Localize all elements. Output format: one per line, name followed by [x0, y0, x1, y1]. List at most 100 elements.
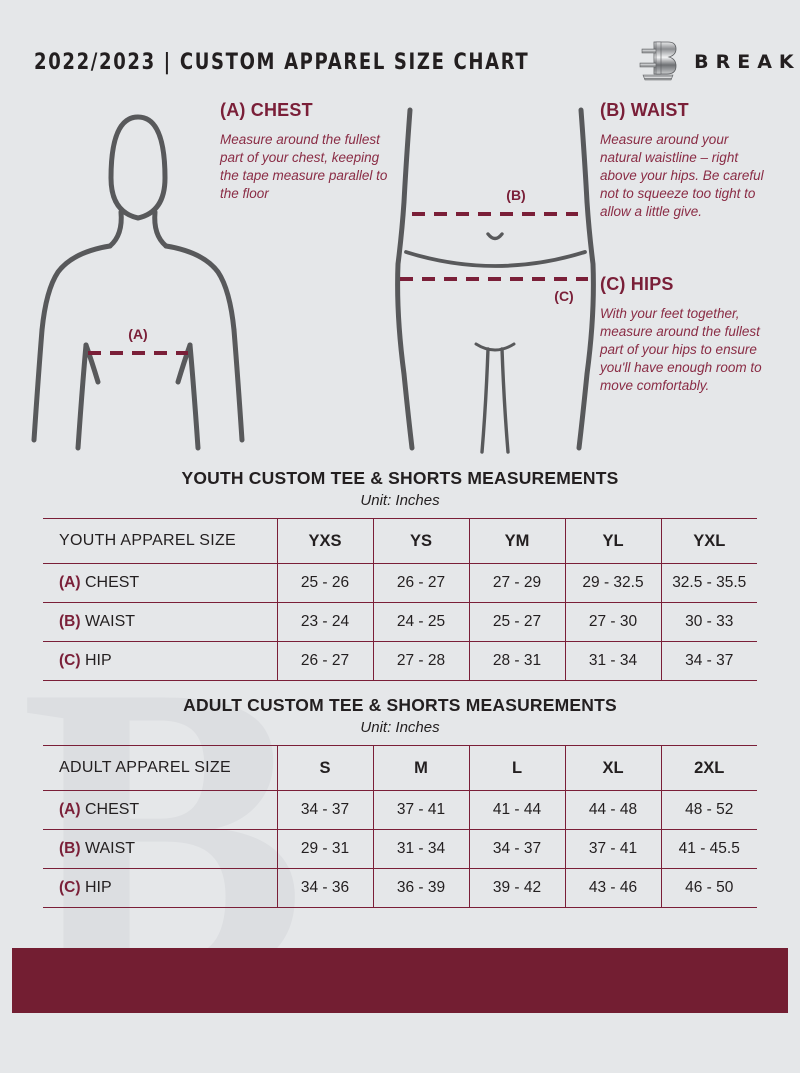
adult-row-label-chest: (A) CHEST	[43, 790, 277, 830]
row-tag: (B)	[59, 613, 81, 630]
row-tag: (C)	[59, 652, 81, 669]
callout-waist-body: Measure around your natural waistline – …	[600, 132, 764, 219]
table-cell: 29 - 32.5	[564, 563, 661, 603]
table-cell: 25 - 27	[468, 602, 565, 642]
chest-marker-label: (A)	[128, 326, 147, 342]
table-row: (B) WAIST 29 - 31 31 - 34 34 - 37 37 - 41 41 …	[43, 829, 757, 869]
table-cell: 25 - 26	[276, 563, 373, 603]
table-cell: 32.5 - 35.5	[660, 563, 757, 603]
youth-table-body: (A) CHEST 25 - 26 26 - 27 27 - 29 29 - 32.5 3…	[43, 563, 757, 681]
table-cell: 39 - 42	[468, 868, 565, 908]
table-cell: 27 - 28	[372, 641, 469, 681]
youth-table-title: YOUTH CUSTOM TEE & SHORTS MEASUREMENTS	[181, 468, 619, 488]
callout-hips-heading: (C) HIPS	[600, 274, 674, 294]
adult-column-header-l: L	[468, 745, 565, 791]
row-name: HIP	[80, 879, 112, 896]
row-name: CHEST	[80, 574, 140, 591]
adult-column-header-s: S	[276, 745, 373, 791]
table-cell: 26 - 27	[372, 563, 469, 603]
table-cell: 26 - 27	[276, 641, 373, 681]
youth-corner-header: YOUTH APPAREL SIZE	[43, 518, 277, 564]
youth-size-table-block: YOUTH CUSTOM TEE & SHORTS MEASUREMENTS U…	[0, 468, 800, 681]
adult-table-body: (A) CHEST 34 - 37 37 - 41 41 - 44 44 - 48 48 …	[43, 790, 757, 908]
page-title: 2022/2023 | CUSTOM APPAREL SIZE CHART	[34, 49, 530, 75]
upper-body-figure-icon: (A)	[31, 114, 245, 451]
youth-size-table: YOUTH APPAREL SIZE YXS YS YM YL YXL (A) CHEST…	[43, 518, 757, 681]
table-cell: 28 - 31	[468, 641, 565, 681]
table-row: (A) CHEST 25 - 26 26 - 27 27 - 29 29 - 32.5 3…	[43, 563, 757, 603]
brand-lockup: BREAKAWAY	[638, 39, 800, 85]
adult-size-table-block: ADULT CUSTOM TEE & SHORTS MEASUREMENTS U…	[0, 695, 800, 908]
youth-column-header-yxl: YXL	[660, 518, 757, 564]
adult-column-header-xl: XL	[564, 745, 661, 791]
table-row: (A) CHEST 34 - 37 37 - 41 41 - 44 44 - 48 48 …	[43, 790, 757, 830]
row-tag: (A)	[59, 801, 81, 818]
row-name: CHEST	[80, 801, 140, 818]
table-row: (C) HIP 34 - 36 36 - 39 39 - 42 43 - 46 46 - …	[43, 868, 757, 908]
table-cell: 44 - 48	[564, 790, 661, 830]
youth-column-header-yl: YL	[564, 518, 661, 564]
table-cell: 48 - 52	[660, 790, 757, 830]
row-tag: (B)	[59, 840, 81, 857]
table-cell: 34 - 37	[276, 790, 373, 830]
adult-column-header-m: M	[372, 745, 469, 791]
adult-table-unit: Unit: Inches	[360, 719, 440, 736]
adult-column-header-2xl: 2XL	[660, 745, 757, 791]
adult-size-table: ADULT APPAREL SIZE S M L XL 2XL (A) CHEST 34 -…	[43, 745, 757, 908]
table-cell: 34 - 36	[276, 868, 373, 908]
adult-row-label-hip: (C) HIP	[43, 868, 277, 908]
table-cell: 31 - 34	[372, 829, 469, 869]
row-name: WAIST	[80, 613, 136, 630]
row-name: HIP	[80, 652, 112, 669]
table-cell: 27 - 29	[468, 563, 565, 603]
youth-row-label-waist: (B) WAIST	[43, 602, 277, 642]
youth-row-label-hip: (C) HIP	[43, 641, 277, 681]
callout-waist: (B) WAIST Measure around your natural wa…	[600, 100, 770, 221]
table-cell: 24 - 25	[372, 602, 469, 642]
table-cell: 36 - 39	[372, 868, 469, 908]
callout-chest: (A) CHEST Measure around the fullest par…	[220, 100, 398, 203]
row-tag: (A)	[59, 574, 81, 591]
youth-column-header-ys: YS	[372, 518, 469, 564]
table-cell: 31 - 34	[564, 641, 661, 681]
callout-hips: (C) HIPS With your feet together, measur…	[600, 274, 772, 395]
table-cell: 23 - 24	[276, 602, 373, 642]
youth-column-header-yxs: YXS	[276, 518, 373, 564]
youth-table-head: YOUTH APPAREL SIZE YXS YS YM YL YXL	[43, 518, 757, 564]
table-cell: 41 - 44	[468, 790, 565, 830]
table-cell: 43 - 46	[564, 868, 661, 908]
lower-body-figure-icon: (B) (C)	[395, 107, 596, 454]
table-header-row: YOUTH APPAREL SIZE YXS YS YM YL YXL	[43, 518, 757, 564]
callout-waist-heading: (B) WAIST	[600, 100, 689, 120]
youth-column-header-ym: YM	[468, 518, 565, 564]
table-cell: 27 - 30	[564, 602, 661, 642]
footer-bar	[12, 948, 788, 1013]
youth-table-unit: Unit: Inches	[360, 492, 440, 509]
table-row: (B) WAIST 23 - 24 24 - 25 25 - 27 27 - 30 30 …	[43, 602, 757, 642]
callout-chest-heading: (A) CHEST	[220, 100, 313, 120]
page-header: 2022/2023 | CUSTOM APPAREL SIZE CHART	[0, 0, 800, 86]
breakaway-b-monogram-icon	[639, 41, 677, 81]
measurement-illustrations: (A) (B) (C)	[0, 96, 800, 464]
youth-row-label-chest: (A) CHEST	[43, 563, 277, 603]
row-tag: (C)	[59, 879, 81, 896]
table-row: (C) HIP 26 - 27 27 - 28 28 - 31 31 - 34 34 - …	[43, 641, 757, 681]
callout-hips-body: With your feet together, measure around …	[600, 306, 762, 393]
table-cell: 34 - 37	[660, 641, 757, 681]
adult-row-label-waist: (B) WAIST	[43, 829, 277, 869]
table-cell: 29 - 31	[276, 829, 373, 869]
table-cell: 37 - 41	[564, 829, 661, 869]
waist-marker-label: (B)	[506, 187, 525, 203]
table-cell: 41 - 45.5	[660, 829, 757, 869]
table-cell: 30 - 33	[660, 602, 757, 642]
hip-marker-label: (C)	[554, 288, 573, 304]
callout-chest-body: Measure around the fullest part of your …	[220, 132, 388, 201]
adult-table-title: ADULT CUSTOM TEE & SHORTS MEASUREMENTS	[183, 695, 617, 715]
brand-name: BREAKAWAY	[694, 51, 800, 73]
row-name: WAIST	[80, 840, 136, 857]
adult-corner-header: ADULT APPAREL SIZE	[43, 745, 277, 791]
table-cell: 37 - 41	[372, 790, 469, 830]
table-cell: 46 - 50	[660, 868, 757, 908]
table-header-row: ADULT APPAREL SIZE S M L XL 2XL	[43, 745, 757, 791]
adult-table-head: ADULT APPAREL SIZE S M L XL 2XL	[43, 745, 757, 791]
